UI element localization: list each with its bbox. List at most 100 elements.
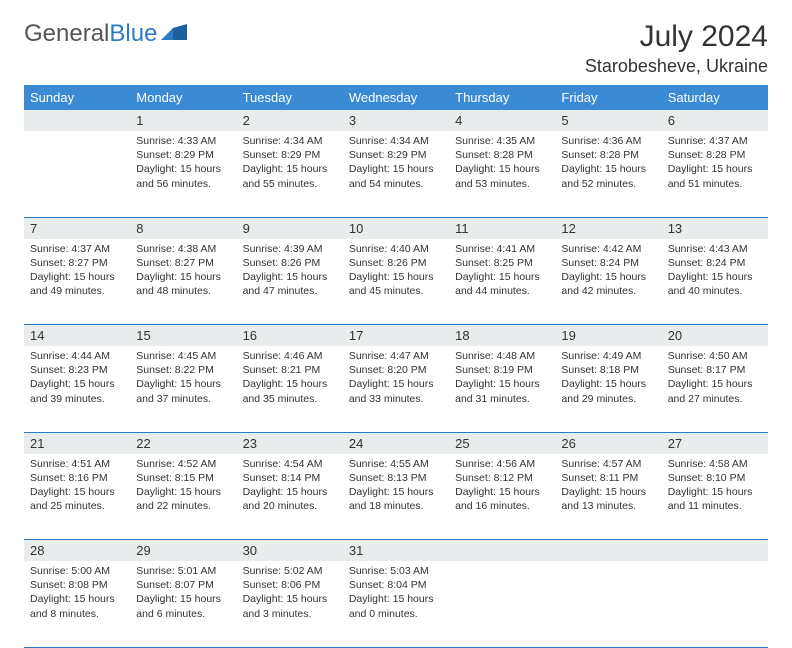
day-number: 11 [449,217,555,239]
day-details: Sunrise: 4:42 AMSunset: 8:24 PMDaylight:… [555,239,661,305]
day-cell: Sunrise: 4:52 AMSunset: 8:15 PMDaylight:… [130,454,236,540]
daylight-text: Daylight: 15 hours and 18 minutes. [349,485,443,513]
day-details: Sunrise: 4:55 AMSunset: 8:13 PMDaylight:… [343,454,449,520]
day-details: Sunrise: 4:47 AMSunset: 8:20 PMDaylight:… [343,346,449,412]
daylight-text: Daylight: 15 hours and 33 minutes. [349,377,443,405]
week-row: Sunrise: 4:44 AMSunset: 8:23 PM Daylight:… [24,346,768,432]
daylight-text: Daylight: 15 hours and 29 minutes. [561,377,655,405]
sunrise-text: Sunrise: 5:02 AM [243,564,337,578]
sunrise-text: Sunrise: 4:37 AM [30,242,124,256]
sunrise-text: Sunrise: 4:44 AM [30,349,124,363]
day-number: 30 [237,540,343,562]
sunset-text: Sunset: 8:13 PM [349,471,443,485]
day-details: Sunrise: 4:51 AMSunset: 8:16 PMDaylight:… [24,454,130,520]
daylight-text: Daylight: 15 hours and 13 minutes. [561,485,655,513]
daylight-text: Daylight: 15 hours and 20 minutes. [243,485,337,513]
day-number: 14 [24,325,130,347]
sunset-text: Sunset: 8:23 PM [30,363,124,377]
day-number: 1 [130,110,236,131]
day-cell: Sunrise: 4:43 AMSunset: 8:24 PMDaylight:… [662,239,768,325]
sunrise-text: Sunrise: 4:43 AM [668,242,762,256]
sunset-text: Sunset: 8:28 PM [455,148,549,162]
daylight-text: Daylight: 15 hours and 40 minutes. [668,270,762,298]
day-number: 19 [555,325,661,347]
day-details: Sunrise: 5:02 AMSunset: 8:06 PMDaylight:… [237,561,343,627]
sunset-text: Sunset: 8:14 PM [243,471,337,485]
sunrise-text: Sunrise: 4:37 AM [668,134,762,148]
sunset-text: Sunset: 8:29 PM [136,148,230,162]
day-details: Sunrise: 4:36 AMSunset: 8:28 PMDaylight:… [555,131,661,197]
day-number [555,540,661,562]
day-number-row: 78910111213 [24,217,768,239]
day-details: Sunrise: 4:33 AMSunset: 8:29 PMDaylight:… [130,131,236,197]
daylight-text: Daylight: 15 hours and 35 minutes. [243,377,337,405]
day-details: Sunrise: 4:52 AMSunset: 8:15 PMDaylight:… [130,454,236,520]
sunrise-text: Sunrise: 4:34 AM [349,134,443,148]
day-details: Sunrise: 4:37 AMSunset: 8:27 PMDaylight:… [24,239,130,305]
weekday-header: Sunday [24,85,130,110]
daylight-text: Daylight: 15 hours and 48 minutes. [136,270,230,298]
daylight-text: Daylight: 15 hours and 25 minutes. [30,485,124,513]
day-number: 29 [130,540,236,562]
sunrise-text: Sunrise: 4:55 AM [349,457,443,471]
day-details: Sunrise: 4:34 AMSunset: 8:29 PMDaylight:… [237,131,343,197]
day-cell: Sunrise: 4:57 AMSunset: 8:11 PMDaylight:… [555,454,661,540]
sunset-text: Sunset: 8:07 PM [136,578,230,592]
sunrise-text: Sunrise: 4:45 AM [136,349,230,363]
day-cell: Sunrise: 4:47 AMSunset: 8:20 PMDaylight:… [343,346,449,432]
day-details: Sunrise: 4:57 AMSunset: 8:11 PMDaylight:… [555,454,661,520]
day-details: Sunrise: 4:44 AMSunset: 8:23 PMDaylight:… [24,346,130,412]
day-number [449,540,555,562]
sunset-text: Sunset: 8:10 PM [668,471,762,485]
calendar-table: Sunday Monday Tuesday Wednesday Thursday… [24,85,768,648]
sunset-text: Sunset: 8:29 PM [243,148,337,162]
day-details: Sunrise: 4:50 AMSunset: 8:17 PMDaylight:… [662,346,768,412]
month-title: July 2024 [585,20,768,54]
sunrise-text: Sunrise: 4:42 AM [561,242,655,256]
day-cell: Sunrise: 4:41 AMSunset: 8:25 PMDaylight:… [449,239,555,325]
sunset-text: Sunset: 8:17 PM [668,363,762,377]
day-number: 25 [449,432,555,454]
day-number: 26 [555,432,661,454]
sunset-text: Sunset: 8:24 PM [561,256,655,270]
sunrise-text: Sunrise: 4:54 AM [243,457,337,471]
day-details: Sunrise: 4:48 AMSunset: 8:19 PMDaylight:… [449,346,555,412]
day-cell: Sunrise: 4:36 AMSunset: 8:28 PMDaylight:… [555,131,661,217]
week-row: Sunrise: 5:00 AMSunset: 8:08 PMDaylight:… [24,561,768,647]
daylight-text: Daylight: 15 hours and 11 minutes. [668,485,762,513]
day-cell: Sunrise: 4:35 AMSunset: 8:28 PMDaylight:… [449,131,555,217]
day-details: Sunrise: 5:01 AMSunset: 8:07 PMDaylight:… [130,561,236,627]
day-number: 10 [343,217,449,239]
day-number-row: 21222324252627 [24,432,768,454]
sunrise-text: Sunrise: 4:57 AM [561,457,655,471]
daylight-text: Daylight: 15 hours and 52 minutes. [561,162,655,190]
day-number: 8 [130,217,236,239]
daylight-text: Daylight: 15 hours and 56 minutes. [136,162,230,190]
day-number: 28 [24,540,130,562]
weekday-header: Thursday [449,85,555,110]
day-number: 7 [24,217,130,239]
daylight-text: Daylight: 15 hours and 44 minutes. [455,270,549,298]
day-details: Sunrise: 4:34 AMSunset: 8:29 PMDaylight:… [343,131,449,197]
sunset-text: Sunset: 8:20 PM [349,363,443,377]
day-number [662,540,768,562]
day-details: Sunrise: 5:03 AMSunset: 8:04 PMDaylight:… [343,561,449,627]
day-cell: Sunrise: 4:44 AMSunset: 8:23 PMDaylight:… [24,346,130,432]
sunrise-text: Sunrise: 4:40 AM [349,242,443,256]
day-cell [662,561,768,647]
day-cell [24,131,130,217]
header: GeneralBlue July 2024 Starobesheve, Ukra… [24,20,768,77]
day-number: 31 [343,540,449,562]
sunset-text: Sunset: 8:21 PM [243,363,337,377]
day-number: 24 [343,432,449,454]
location: Starobesheve, Ukraine [585,56,768,77]
sunrise-text: Sunrise: 4:58 AM [668,457,762,471]
daylight-text: Daylight: 15 hours and 16 minutes. [455,485,549,513]
daylight-text: Daylight: 15 hours and 0 minutes. [349,592,443,620]
day-cell: Sunrise: 4:46 AMSunset: 8:21 PMDaylight:… [237,346,343,432]
day-number: 3 [343,110,449,131]
day-cell: Sunrise: 4:38 AMSunset: 8:27 PMDaylight:… [130,239,236,325]
title-block: July 2024 Starobesheve, Ukraine [585,20,768,77]
daylight-text: Daylight: 15 hours and 27 minutes. [668,377,762,405]
day-cell [449,561,555,647]
